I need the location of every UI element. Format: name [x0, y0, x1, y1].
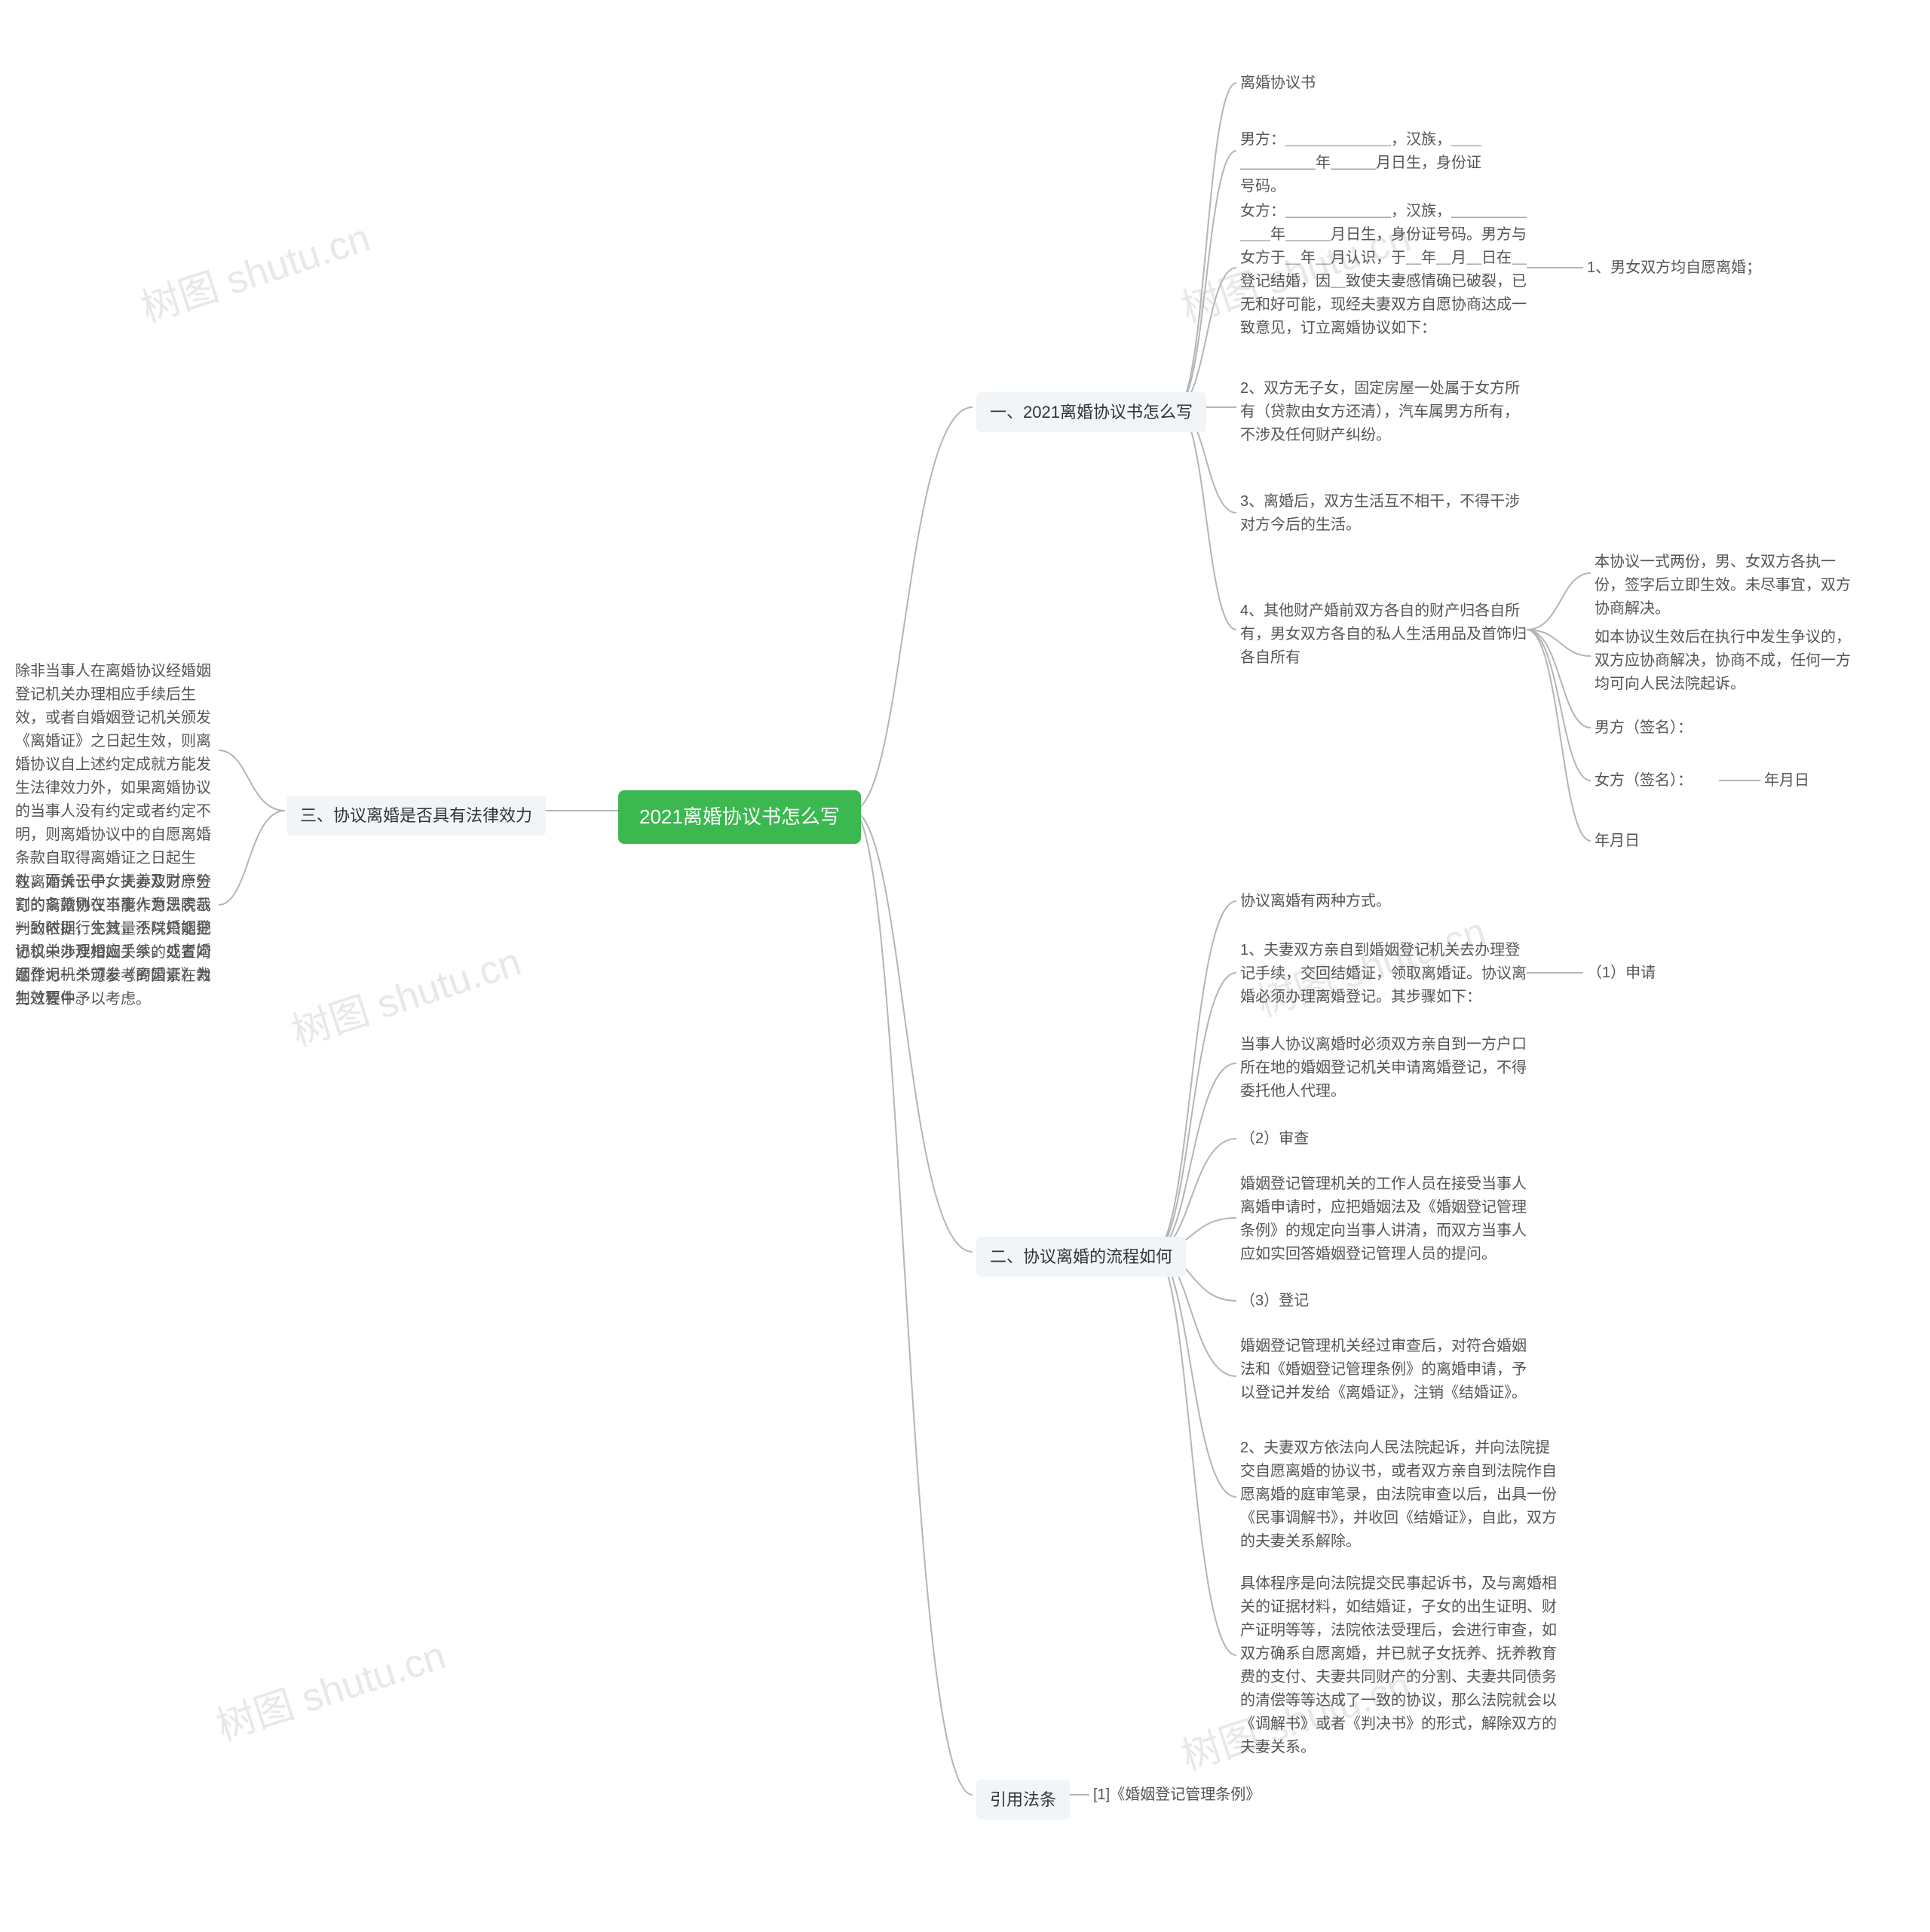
s1-leaf-male: 男方：＿＿＿＿＿＿＿，汉族，＿＿＿＿＿＿＿年＿＿＿月日生，身份证号码。	[1240, 128, 1481, 198]
s2-leaf-1-sub: （1）申请	[1587, 961, 1656, 985]
section-3[interactable]: 三、协议离婚是否具有法律效力	[286, 796, 546, 836]
s1-sub-a: 本协议一式两份，男、女双方各执一份，签字后立即生效。未尽事宜，双方协商解决。	[1595, 550, 1851, 621]
s3-leaf-2: 在离婚诉讼中，夫妻双方原签订的离婚协议不能作为法院裁判的依据，充其量法院只能把协…	[15, 871, 219, 1011]
mindmap-container: 树图 shutu.cn 树图 shutu.cn 树图 shutu.cn 树图 s…	[0, 0, 1930, 1932]
s1-leaf-title: 离婚协议书	[1240, 72, 1316, 95]
section-4[interactable]: 引用法条	[976, 1780, 1070, 1820]
s1-sub-e: 年月日	[1595, 830, 1640, 853]
s1-sub-d-date: 年月日	[1764, 769, 1809, 793]
s1-leaf-clause3: 3、离婚后，双方生活互不相干，不得干涉对方今后的生活。	[1240, 490, 1527, 537]
s1-leaf-clause1: 1、男女双方均自愿离婚；	[1587, 256, 1761, 280]
s1-sub-d: 女方（签名）：	[1595, 769, 1693, 793]
s1-leaf-female: 女方：＿＿＿＿＿＿＿，汉族，＿＿＿＿＿＿＿年＿＿＿月日生，身份证号码。男方与女方…	[1240, 200, 1527, 340]
s2-leaf-2: 2、夫妻双方依法向人民法院起诉，并向法院提交自愿离婚的协议书，或者双方亲自到法院…	[1240, 1437, 1557, 1553]
s2-leaf-review: 婚姻登记管理机关的工作人员在接受当事人离婚申请时，应把婚姻法及《婚姻登记管理条例…	[1240, 1173, 1527, 1266]
root-node[interactable]: 2021离婚协议书怎么写	[618, 790, 861, 844]
section-1[interactable]: 一、2021离婚协议书怎么写	[976, 392, 1206, 432]
s2-leaf-procedure: 具体程序是向法院提交民事起诉书，及与离婚相关的证据材料，如结婚证，子女的出生证明…	[1240, 1572, 1557, 1759]
section-2[interactable]: 二、协议离婚的流程如何	[976, 1237, 1186, 1277]
s4-leaf: [1]《婚姻登记管理条例》	[1093, 1783, 1261, 1807]
s2-leaf-intro: 协议离婚有两种方式。	[1240, 890, 1391, 913]
s1-leaf-clause2: 2、双方无子女，固定房屋一处属于女方所有（贷款由女方还清），汽车属男方所有，不涉…	[1240, 377, 1527, 447]
s2-leaf-register: 婚姻登记管理机关经过审查后，对符合婚姻法和《婚姻登记管理条例》的离婚申请，予以登…	[1240, 1335, 1527, 1405]
s1-sub-b: 如本协议生效后在执行中发生争议的，双方应协商解决，协商不成，任何一方均可向人民法…	[1595, 626, 1851, 696]
s2-leaf-1: 1、夫妻双方亲自到婚姻登记机关去办理登记手续，交回结婚证，领取离婚证。协议离婚必…	[1240, 939, 1527, 1009]
s2-leaf-apply: 当事人协议离婚时必须双方亲自到一方户口所在地的婚姻登记机关申请离婚登记，不得委托…	[1240, 1033, 1527, 1103]
s1-leaf-clause4: 4、其他财产婚前双方各自的财产归各自所有，男女双方各自的私人生活用品及首饰归各自…	[1240, 600, 1527, 670]
s2-leaf-register-label: （3）登记	[1240, 1290, 1309, 1313]
s1-sub-c: 男方（签名）：	[1595, 716, 1693, 740]
watermark: 树图 shutu.cn	[283, 930, 527, 1057]
s2-leaf-review-label: （2）审查	[1240, 1127, 1309, 1151]
watermark: 树图 shutu.cn	[133, 206, 376, 333]
watermark: 树图 shutu.cn	[208, 1624, 452, 1751]
